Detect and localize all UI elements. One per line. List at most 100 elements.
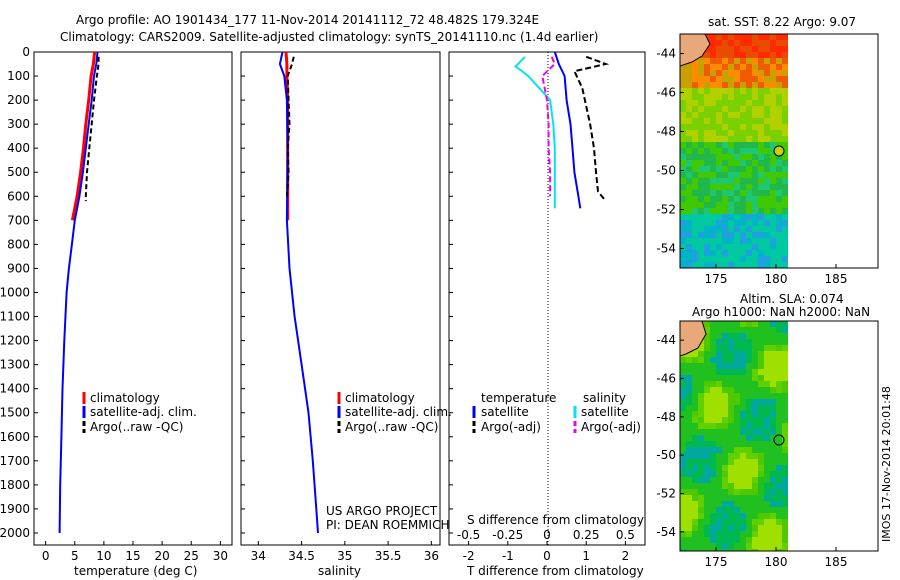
sst-cell [758, 58, 764, 64]
sla-cell [776, 531, 782, 537]
sst-cell [746, 46, 752, 52]
sst-cell [746, 220, 752, 226]
sst-cell [698, 118, 704, 124]
sst-cell [776, 82, 782, 88]
sla-cell [782, 459, 788, 465]
sst-cell [740, 124, 746, 130]
sst-cell [764, 244, 770, 250]
sla-cell [710, 399, 716, 405]
sst-cell [740, 250, 746, 256]
sst-cell [680, 82, 686, 88]
sla-cell [704, 369, 710, 375]
sla-cell [752, 423, 758, 429]
sst-cell [764, 52, 770, 58]
sla-cell [758, 489, 764, 495]
sla-cell [728, 405, 734, 411]
sla-cell [710, 549, 716, 551]
sla-cell [770, 501, 776, 507]
map-y-tick-label: -50 [656, 448, 676, 462]
sst-cell [704, 112, 710, 118]
sla-cell [728, 525, 734, 531]
sla-cell [716, 531, 722, 537]
sla-cell [722, 351, 728, 357]
sst-cell [710, 52, 716, 58]
sla-cell [716, 549, 722, 551]
sla-cell [752, 483, 758, 489]
pi-note: PI: DEAN ROEMMICH [326, 518, 449, 532]
sst-cell [704, 184, 710, 190]
sst-cell [770, 154, 776, 160]
sla-cell [752, 375, 758, 381]
sst-cell [722, 154, 728, 160]
sst-cell [734, 46, 740, 52]
sst-cell [776, 106, 782, 112]
sla-cell [680, 519, 686, 525]
sst-map-title: sat. SST: 8.22 Argo: 9.07 [708, 15, 856, 29]
sst-cell [782, 34, 788, 40]
sla-cell [704, 549, 710, 551]
sla-cell [692, 519, 698, 525]
sla-cell [770, 453, 776, 459]
sst-cell [728, 142, 734, 148]
sla-cell [716, 357, 722, 363]
sla-cell [686, 393, 692, 399]
sla-cell [698, 393, 704, 399]
x-tick-label: 10 [96, 549, 111, 563]
sst-cell [734, 160, 740, 166]
sla-cell [710, 369, 716, 375]
sla-cell [776, 495, 782, 501]
sst-cell [716, 178, 722, 184]
sla-cell [722, 549, 728, 551]
sla-cell [764, 549, 770, 551]
sla-cell [692, 549, 698, 551]
salinity-axes: 34 34.5 35 35.5 36 [241, 51, 439, 563]
sla-cell [776, 321, 782, 327]
sla-cell [752, 345, 758, 351]
sla-cell [680, 477, 686, 483]
sla-cell [770, 447, 776, 453]
sst-cell [698, 244, 704, 250]
sst-cell [782, 160, 788, 166]
sla-cell [758, 465, 764, 471]
sla-cell [776, 441, 782, 447]
sla-cell [752, 363, 758, 369]
y-tick-label: 1000 [0, 285, 30, 299]
sla-cell [746, 393, 752, 399]
sst-cell [710, 88, 716, 94]
sla-cell [764, 333, 770, 339]
sla-cell [728, 435, 734, 441]
sla-cell [716, 381, 722, 387]
sla-cell [776, 477, 782, 483]
sla-cell [758, 369, 764, 375]
sst-cell [770, 130, 776, 136]
sla-cell [728, 363, 734, 369]
sst-cell [728, 40, 734, 46]
sla-cell [764, 375, 770, 381]
sla-cell [698, 351, 704, 357]
sst-cell [776, 256, 782, 262]
sst-cell [704, 226, 710, 232]
sst-cell [716, 112, 722, 118]
x-tick-label: 1 [582, 549, 590, 563]
sst-cell [734, 136, 740, 142]
sst-cell [746, 256, 752, 262]
sla-cell [692, 399, 698, 405]
sla-cell [716, 495, 722, 501]
sla-cell [716, 423, 722, 429]
sla-cell [758, 417, 764, 423]
sst-cell [782, 220, 788, 226]
sla-cell [692, 501, 698, 507]
sst-cell [740, 160, 746, 166]
sst-cell [716, 136, 722, 142]
sla-cell [782, 339, 788, 345]
sst-cell [734, 190, 740, 196]
sst-cell [722, 46, 728, 52]
sla-no-data-area [788, 321, 878, 551]
legend-t-argo-label: Argo(-adj) [481, 420, 541, 434]
sst-cell [716, 130, 722, 136]
sst-cell [722, 256, 728, 262]
sla-cell [734, 489, 740, 495]
sla-cell [764, 405, 770, 411]
sla-cell [776, 411, 782, 417]
